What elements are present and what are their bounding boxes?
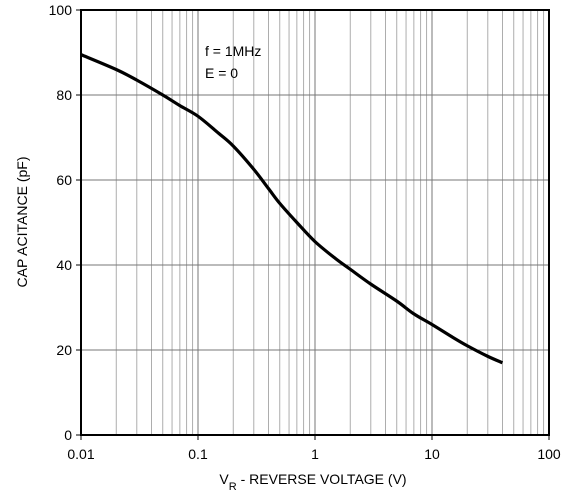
y-tick-label: 40 — [56, 257, 72, 273]
x-tick-label: 100 — [537, 446, 561, 462]
capacitance-curve — [80, 53, 504, 365]
grid — [81, 10, 549, 435]
series-layer — [80, 53, 504, 365]
x-axis-label-rest: - REVERSE VOLTAGE (V) — [237, 471, 407, 487]
y-tick-label: 80 — [56, 87, 72, 103]
annotation-frequency: f = 1MHz — [205, 43, 261, 59]
x-tick-label: 0.1 — [188, 446, 208, 462]
axis-ticks: 0.01 0.1 1 10 100 0 20 40 60 80 100 — [49, 2, 561, 462]
x-tick-label: 1 — [311, 446, 319, 462]
y-tick-label: 100 — [49, 2, 73, 18]
x-tick-label: 10 — [424, 446, 440, 462]
y-tick-label: 0 — [64, 427, 72, 443]
y-axis-label: CAP ACITANCE (pF) — [14, 157, 30, 288]
x-tick-label: 0.01 — [67, 446, 94, 462]
x-axis-label-sub: R — [229, 481, 237, 493]
x-axis-label: VR - REVERSE VOLTAGE (V) — [219, 471, 406, 493]
annotation-bias: E = 0 — [205, 65, 238, 81]
y-tick-label: 60 — [56, 172, 72, 188]
y-tick-label: 20 — [56, 342, 72, 358]
x-axis-label-main: V — [219, 471, 229, 487]
